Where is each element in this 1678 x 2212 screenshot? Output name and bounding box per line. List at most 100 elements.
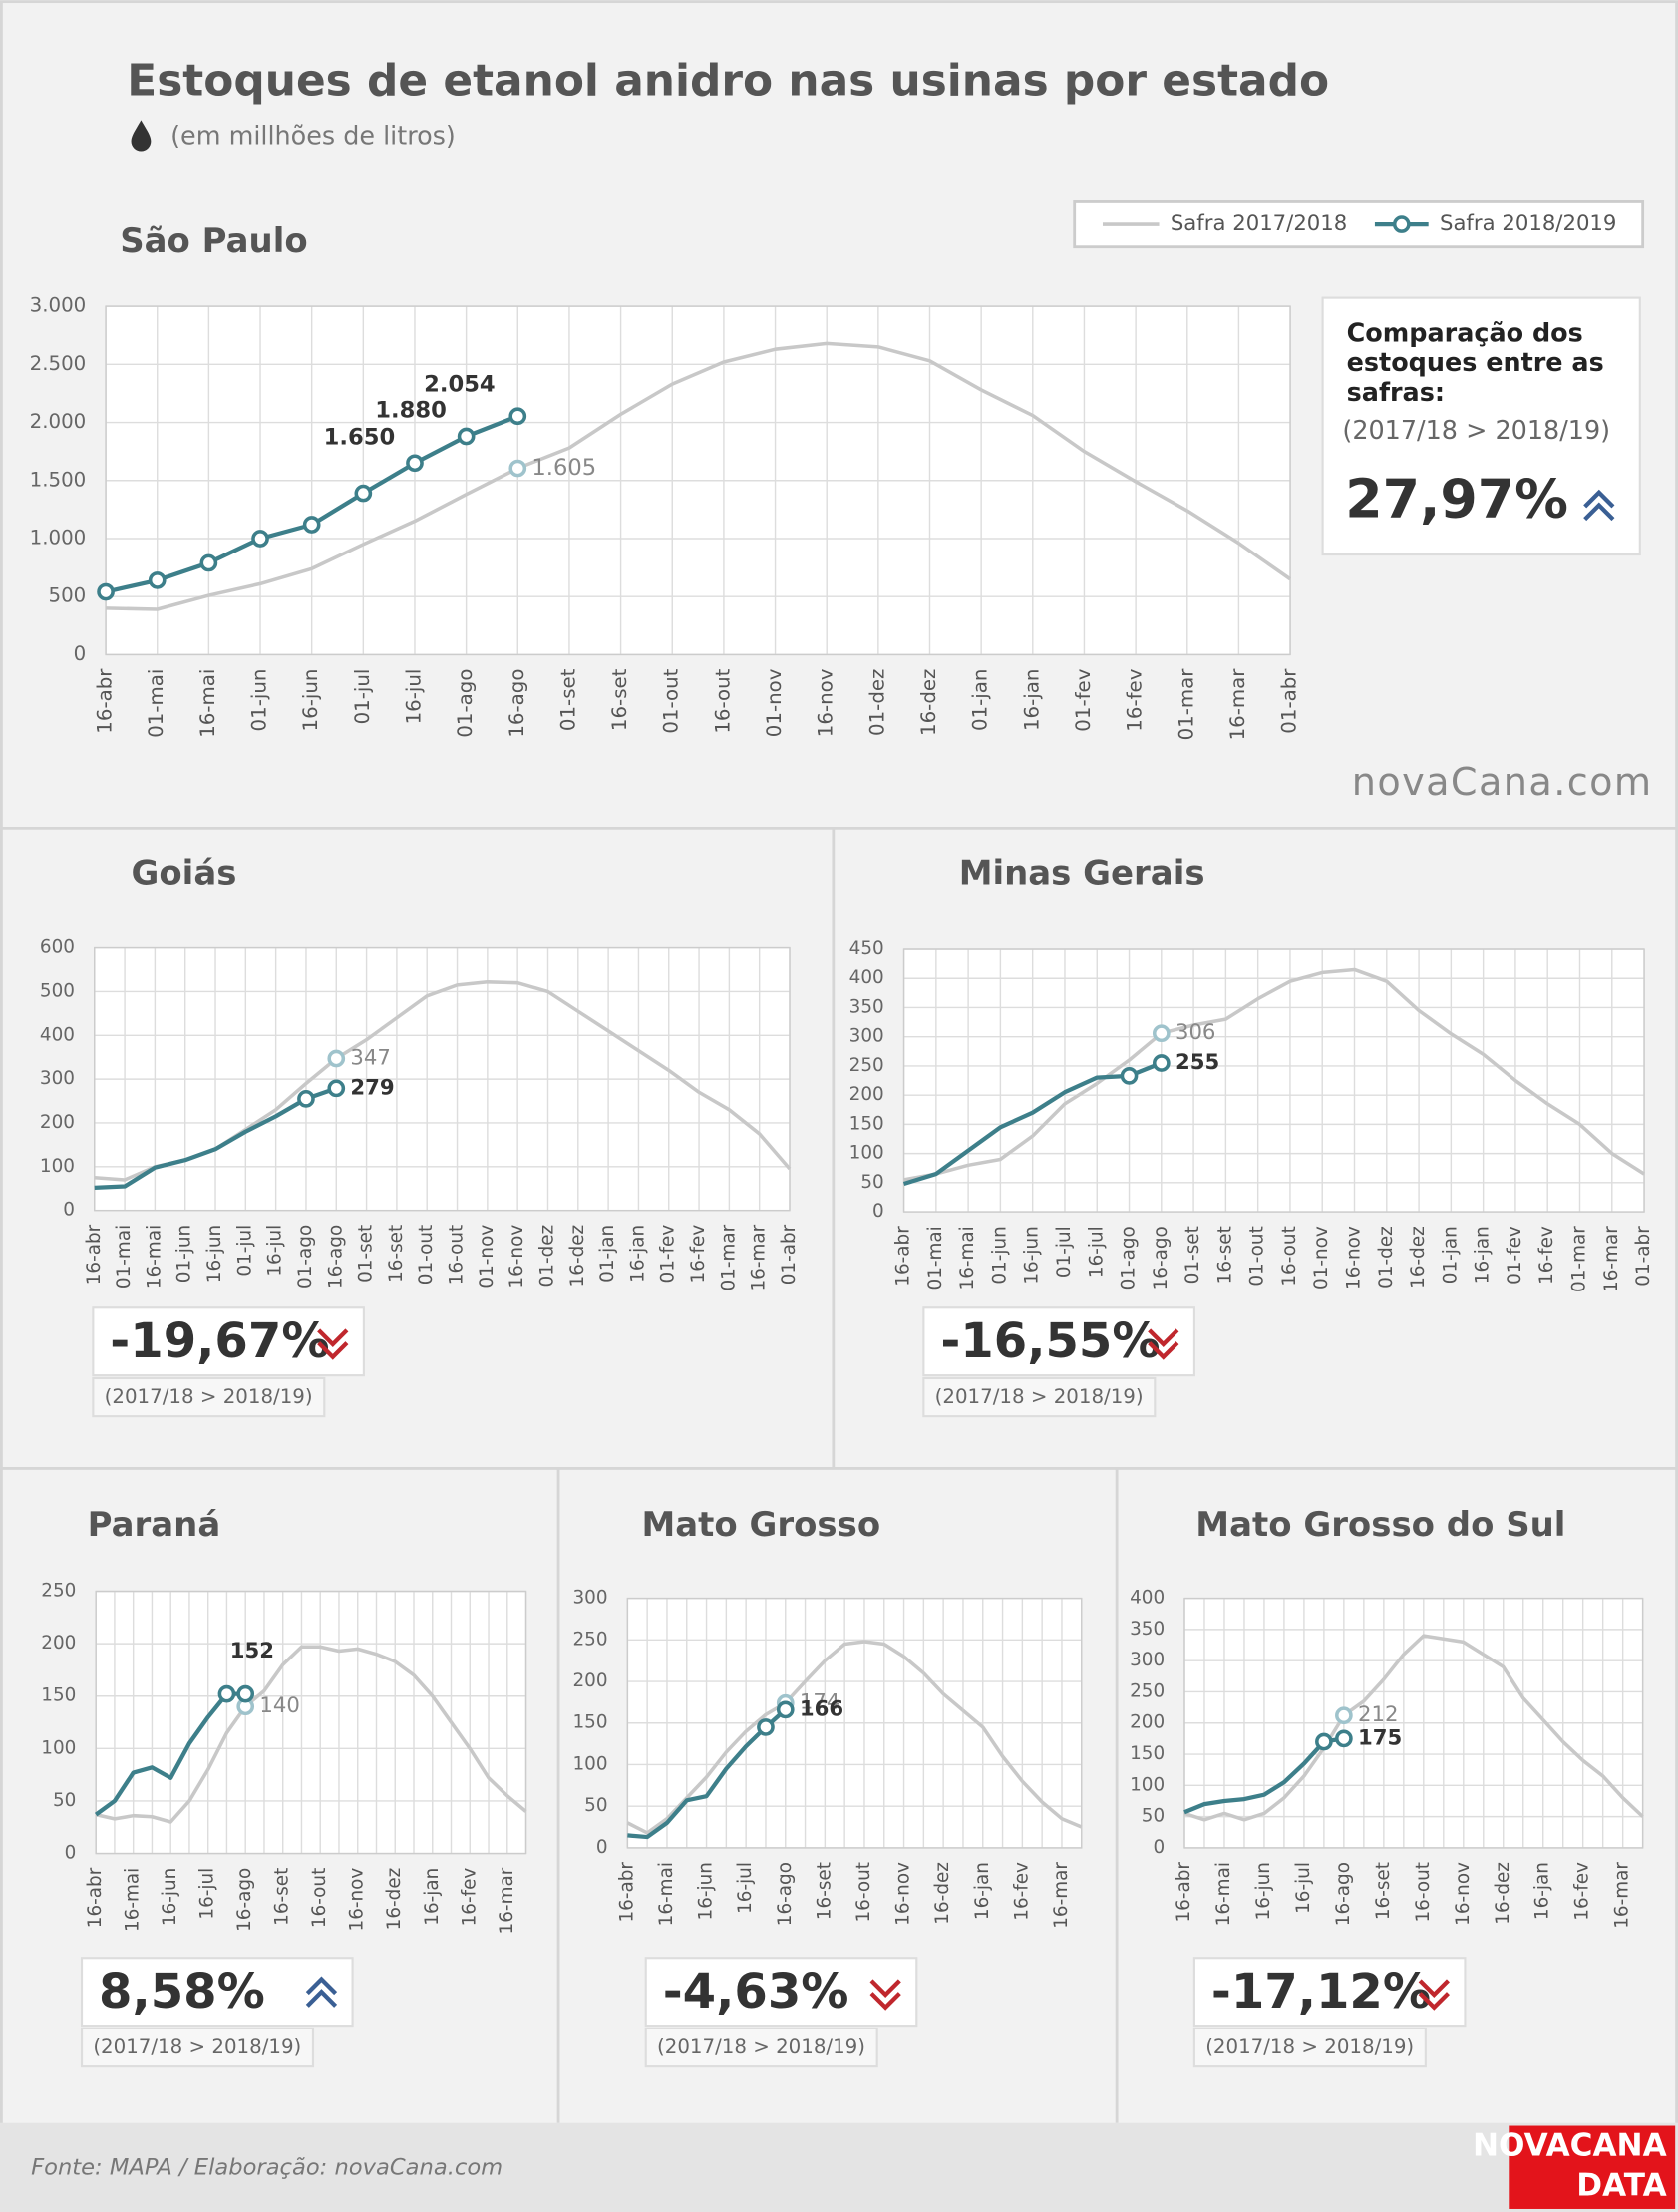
y-tick-label: 450 [849,938,884,959]
x-tick-label: 01-out [1247,1226,1268,1286]
x-tick-label: 01-set [1182,1226,1203,1284]
x-tick-label: 01-dez [1376,1226,1397,1289]
data-point [297,1090,315,1108]
x-tick-label: 16-ago [1333,1862,1354,1926]
y-tick-label: 300 [1130,1650,1165,1670]
comparison-box [644,1957,918,2028]
series-line [94,1086,337,1190]
y-tick-label: 100 [40,1156,75,1177]
x-tick-label: 01-ago [1119,1226,1140,1290]
plot-border [94,946,791,1212]
x-tick-label: 16-jan [627,1225,648,1283]
comparison-box [1321,296,1641,556]
series-line [106,341,1292,611]
x-tick-label: 16-abr [1174,1862,1194,1923]
y-tick-label: 150 [849,1113,884,1134]
series-line [627,1707,788,1840]
x-tick-label: 16-dez [1493,1862,1513,1925]
data-point [354,484,373,503]
x-tick-label: 01-out [660,668,683,733]
y-tick-label: 500 [49,584,87,607]
x-tick-label: 01-set [556,668,579,731]
x-tick-label: 16-dez [1408,1226,1429,1289]
trend-arrow [1418,1979,1450,1999]
y-tick-label: 0 [596,1837,608,1858]
y-tick-label: 250 [849,1055,884,1076]
y-tick-label: 500 [40,980,75,1001]
x-tick-label: 01-jul [351,669,374,725]
note-box [922,1376,1157,1418]
trend-arrow [1583,489,1615,509]
x-tick-label: 01-jul [1054,1226,1075,1278]
comparison-note: (2017/18 > 2018/19) [105,1385,313,1408]
x-tick-label: 16-mar [1601,1226,1622,1292]
x-tick-label: 01-mai [145,669,168,738]
x-tick-label: 01-fev [1505,1226,1525,1285]
x-tick-label: 16-jan [422,1868,443,1926]
y-tick-label: 2.000 [30,410,87,433]
comparison-note: (2017/18 > 2018/19) [93,2035,301,2058]
data-point [508,459,527,478]
series-line [903,967,1646,1182]
data-point [1120,1067,1139,1085]
data-point [148,571,167,589]
data-point [97,582,115,601]
x-tick-label: 01-abr [1278,668,1301,734]
comparison-box [922,1306,1195,1377]
x-tick-label: 16-jun [1022,1226,1043,1284]
series-line [94,1691,246,1817]
value-label: 1.650 [324,424,396,450]
x-tick-label: 01-jun [248,669,271,732]
x-tick-label: 16-ago [234,1868,255,1932]
y-tick-label: 0 [872,1201,884,1222]
x-tick-label: 16-fev [1572,1862,1593,1921]
data-point [1152,1024,1171,1043]
x-tick-label: 01-jun [174,1225,195,1283]
y-tick-label: 0 [63,1200,75,1221]
x-tick-label: 16-set [1214,1226,1235,1284]
note-box [92,1376,326,1418]
logo-top: NOVACANA [1473,2128,1667,2164]
comparison-note: (2017/18 > 2018/19) [1205,2035,1414,2058]
data-point [327,1079,346,1098]
x-tick-label: 16-abr [84,1224,105,1285]
data-point [302,516,321,534]
y-tick-label: 350 [1130,1619,1165,1640]
watermark: novaCana.com [1352,761,1653,805]
x-tick-label: 16-set [608,668,631,731]
trend-arrow [869,1992,901,2011]
x-tick-label: 16-fev [1124,668,1147,731]
x-tick-label: 16-jun [1253,1862,1274,1920]
value-label: 279 [350,1075,394,1100]
x-tick-label: 16-abr [893,1226,914,1287]
x-tick-label: 16-out [1413,1862,1434,1922]
y-tick-label: 2.500 [30,352,87,375]
trend-arrow [317,1341,349,1360]
value-label: 174 [800,1690,839,1715]
x-tick-label: 16-fev [459,1868,480,1927]
x-tick-label: 16-mai [957,1226,978,1290]
trend-arrow [317,1328,349,1348]
data-point [199,553,218,572]
comparison-note: (2017/18 > 2018/19) [935,1385,1144,1408]
y-tick-label: 150 [1130,1743,1165,1764]
x-tick-label: 01-jan [597,1225,618,1283]
data-point [1335,1729,1353,1748]
data-point [757,1718,775,1736]
y-tick-label: 1.500 [30,468,87,491]
x-tick-label: 16-dez [917,669,940,736]
x-tick-label: 01-dez [536,1225,557,1288]
y-tick-label: 150 [41,1685,76,1706]
y-tick-label: 0 [74,642,87,665]
value-label: 166 [800,1696,843,1721]
x-tick-label: 01-fev [658,1225,679,1284]
x-tick-label: 01-abr [1633,1226,1654,1287]
logo-bottom: DATA [1576,2167,1666,2203]
x-tick-label: 01-nov [763,668,786,737]
x-tick-label: 16-mar [1051,1862,1072,1929]
x-tick-label: 01-jun [989,1226,1010,1284]
legend-entry: Safra 2017/2018 [1171,211,1347,236]
y-tick-label: 200 [849,1084,884,1105]
value-label: 255 [1175,1050,1219,1075]
